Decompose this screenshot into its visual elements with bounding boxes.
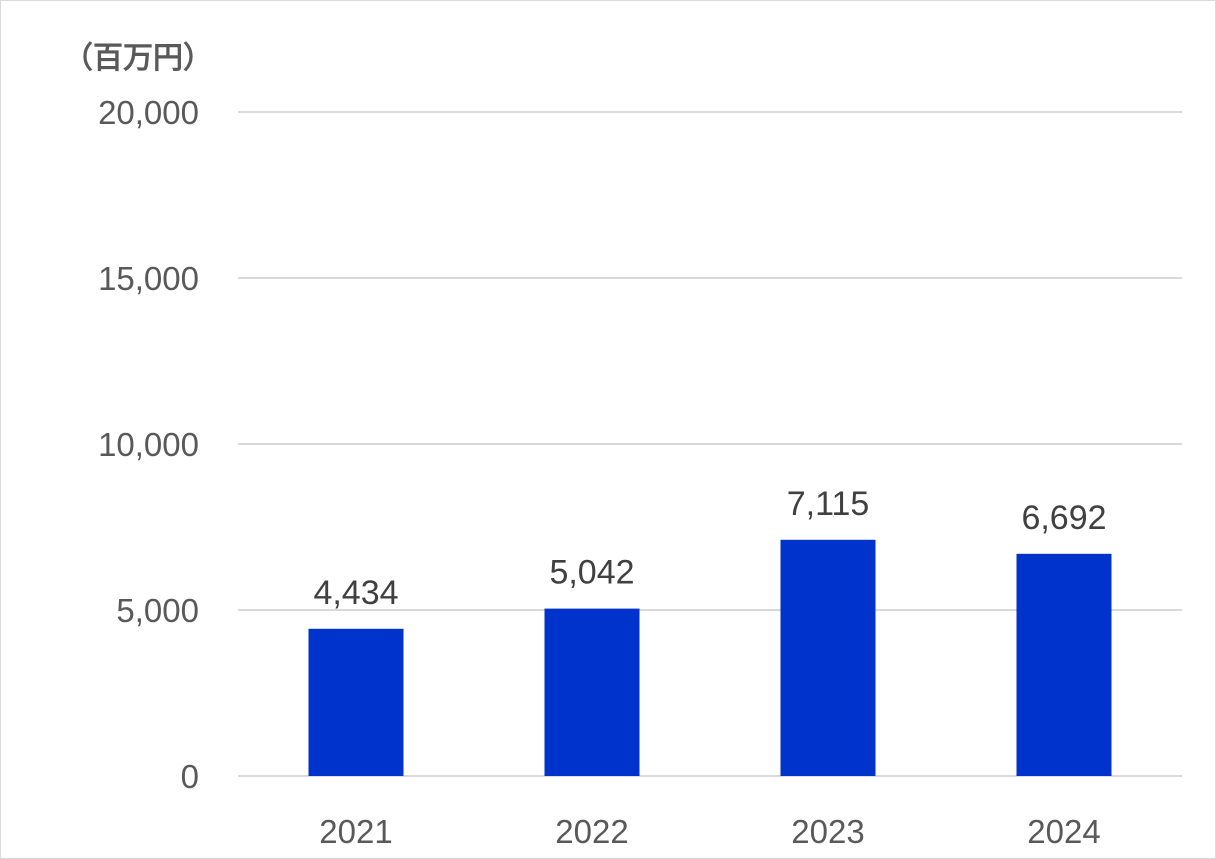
- y-axis-unit-label: （百万円）: [63, 41, 213, 76]
- y-tick-label: 10,000: [98, 426, 199, 463]
- data-label: 4,434: [313, 574, 398, 612]
- bar-2021: [308, 628, 404, 776]
- data-label: 7,115: [787, 485, 870, 523]
- x-tick-label: 2022: [555, 813, 628, 850]
- bar-2024: [1016, 553, 1112, 776]
- x-tick-label: 2024: [1027, 813, 1100, 850]
- bar-2023: [780, 539, 876, 776]
- data-label: 6,692: [1021, 499, 1106, 537]
- y-tick-label: 20,000: [98, 94, 199, 131]
- y-tick-label: 15,000: [98, 260, 199, 297]
- y-tick-label: 0: [181, 758, 199, 795]
- x-tick-label: 2023: [791, 813, 864, 850]
- x-tick-label: 2021: [319, 813, 392, 850]
- bar-2022: [544, 608, 640, 776]
- y-tick-label: 5,000: [116, 592, 199, 629]
- data-label: 5,042: [549, 554, 634, 592]
